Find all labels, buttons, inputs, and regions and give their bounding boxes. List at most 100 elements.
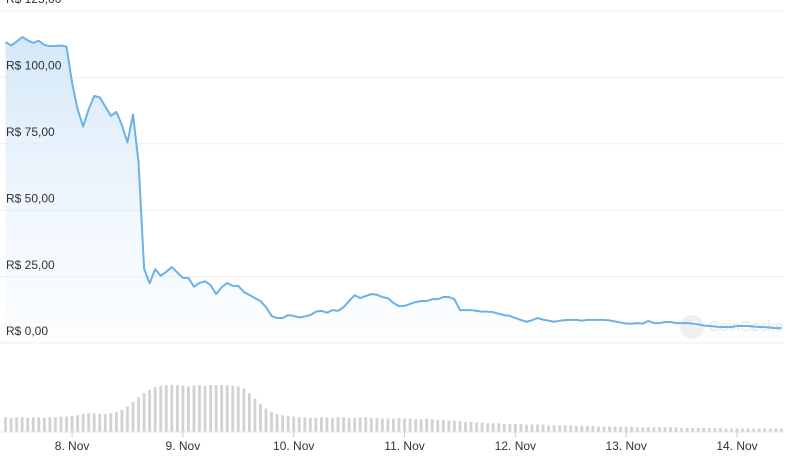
- volume-bar: [563, 425, 567, 432]
- volume-bar: [314, 417, 318, 432]
- volume-bar: [602, 426, 606, 432]
- volume-bar: [768, 428, 772, 432]
- volume-bar: [286, 415, 290, 432]
- volume-bar: [253, 398, 257, 432]
- volume-bar: [303, 417, 307, 432]
- volume-bar: [275, 413, 279, 432]
- volume-bar: [148, 389, 152, 432]
- volume-bar: [109, 413, 113, 432]
- volume-bar: [718, 427, 722, 432]
- volume-bar: [81, 413, 85, 432]
- volume-bar: [419, 419, 423, 432]
- volume-bar: [159, 385, 163, 432]
- volume-bar: [231, 385, 235, 432]
- volume-bar: [752, 428, 756, 432]
- volume-bar: [187, 386, 190, 432]
- volume-bar: [469, 421, 473, 432]
- volume-bar: [464, 421, 467, 432]
- volume-bar: [369, 417, 373, 432]
- volume-bar: [364, 417, 368, 432]
- axes: R$ 0,00 R$ 25,00 R$ 50,00 R$ 75,00 R$ 100,00…: [0, 0, 784, 453]
- x-tick-label: 11. Nov: [384, 439, 424, 453]
- volume-bar: [646, 427, 650, 432]
- volume-bar: [59, 416, 63, 432]
- volume-bar: [297, 417, 301, 432]
- volume-bar: [126, 406, 129, 432]
- volume-bar: [225, 385, 229, 432]
- volume-bar: [403, 418, 406, 432]
- volume-bar: [70, 415, 74, 432]
- volume-bar: [491, 423, 495, 432]
- volume-bar: [375, 417, 379, 432]
- volume-bar: [707, 427, 711, 432]
- volume-bar: [203, 385, 207, 432]
- volume-bar: [76, 415, 79, 432]
- volume-bar: [331, 417, 334, 432]
- volume-bar: [580, 425, 584, 432]
- volume-bar: [480, 422, 484, 432]
- volume-bar: [131, 401, 135, 432]
- volume-bar: [741, 428, 744, 432]
- volume-bar: [569, 425, 573, 432]
- volume-bar: [513, 423, 517, 432]
- price-line: [5, 36, 782, 330]
- volume-bar: [502, 423, 506, 432]
- volume-bar: [142, 393, 146, 432]
- volume-bar: [574, 425, 578, 432]
- volume-bar: [453, 420, 456, 432]
- volume-bar: [320, 417, 323, 432]
- y-tick-label: R$ 125,00: [6, 0, 62, 6]
- volume-bar: [541, 424, 545, 432]
- volume-bar: [558, 425, 562, 432]
- volume-bar: [397, 417, 401, 432]
- volume-bar: [120, 409, 124, 432]
- volume-bar: [641, 427, 645, 432]
- y-tick-label: R$ 75,00: [6, 125, 55, 139]
- volume-bar: [347, 417, 351, 432]
- volume-bar: [259, 403, 262, 432]
- volume-bar: [425, 418, 429, 432]
- volume-bar: [342, 417, 345, 432]
- volume-bar: [613, 426, 617, 432]
- volume-bar: [552, 425, 556, 432]
- volume-bar: [447, 420, 451, 432]
- volume-bar: [198, 385, 201, 432]
- y-tick-label: R$ 50,00: [6, 191, 55, 205]
- volume-bar: [519, 423, 523, 432]
- volume-bar: [658, 427, 661, 432]
- volume-bar: [65, 416, 68, 432]
- volume-bar: [281, 415, 285, 432]
- volume-bar: [164, 385, 168, 432]
- price-area: [5, 37, 782, 343]
- volume-bar: [624, 426, 628, 432]
- volume-bar: [137, 397, 140, 432]
- volume-bar: [9, 417, 13, 432]
- volume-bar: [585, 425, 589, 432]
- volume-bar: [430, 419, 434, 432]
- y-tick-label: R$ 0,00: [6, 324, 48, 338]
- volume-bar: [270, 411, 273, 432]
- plot: [4, 36, 783, 432]
- volume-bar: [54, 417, 57, 432]
- volume-bar: [353, 417, 357, 432]
- volume-bar: [630, 426, 634, 432]
- volume-bar: [358, 417, 362, 432]
- volume-bar: [597, 426, 600, 432]
- volume-bar: [48, 417, 52, 432]
- volume-bar: [536, 424, 539, 432]
- volume-bar: [264, 408, 268, 432]
- volume-bar: [414, 419, 418, 432]
- volume-bar: [730, 428, 733, 432]
- volume-bar: [458, 421, 462, 432]
- volume-bar: [103, 413, 107, 432]
- volume-bar: [4, 417, 7, 432]
- volume-bar: [325, 417, 329, 432]
- volume-bar: [292, 416, 296, 432]
- volume-bar: [779, 428, 783, 432]
- volume-bar: [702, 427, 706, 432]
- volume-bar: [619, 426, 623, 432]
- volume-bar: [192, 385, 196, 432]
- volume-bar: [724, 428, 728, 432]
- volume-bar: [763, 428, 767, 432]
- x-tick-label: 14. Nov: [716, 439, 757, 453]
